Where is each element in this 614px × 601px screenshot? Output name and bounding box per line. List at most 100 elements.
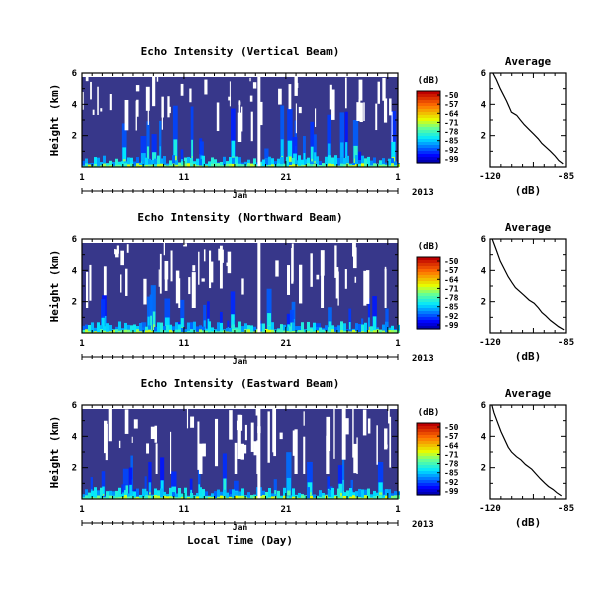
heatmap-plume: [264, 148, 269, 167]
heatmap-surface-cell: [133, 324, 136, 333]
heatmap-gap: [135, 100, 137, 131]
heatmap-surface-cell: [238, 491, 241, 499]
heatmap-surface-cell: [301, 322, 304, 333]
heatmap-surface-cell: [292, 322, 295, 333]
profile-title: Average: [505, 221, 552, 234]
heatmap-gap: [158, 269, 160, 287]
heatmap-plume-core: [340, 142, 344, 167]
y-tick-label: 2: [72, 464, 77, 474]
heatmap-surface-cell: [103, 330, 106, 333]
heatmap-surface-cell: [214, 163, 217, 167]
heatmap-surface-cell: [124, 322, 127, 333]
heatmap-surface-cell: [139, 331, 142, 333]
heatmap-surface-cell: [373, 323, 376, 333]
heatmap-surface-cell: [250, 163, 253, 167]
heatmap-surface-cell: [214, 491, 217, 499]
heatmap-surface-cell: [343, 330, 346, 333]
heatmap-surface-cell: [217, 163, 220, 167]
heatmap-surface-cell: [211, 493, 214, 499]
heatmap-surface-cell: [286, 331, 289, 333]
heatmap-surface-cell: [280, 157, 283, 167]
heatmap-surface-cell: [373, 330, 376, 333]
heatmap-surface-cell: [175, 329, 178, 333]
profile-y-tick-label: 2: [481, 464, 486, 474]
heatmap-surface-cell: [157, 155, 160, 167]
heatmap-surface-cell: [154, 495, 157, 499]
heatmap-surface-cell: [205, 165, 208, 167]
heatmap-surface-cell: [394, 161, 397, 167]
heatmap-surface-cell: [355, 330, 358, 333]
heatmap-surface-cell: [178, 329, 181, 333]
colorbar-cell: [417, 148, 440, 152]
heatmap-gap: [236, 420, 240, 431]
colorbar-cell: [417, 257, 440, 261]
heatmap-surface-cell: [286, 496, 289, 499]
heatmap-surface-cell: [82, 165, 85, 167]
heatmap-surface-cell: [277, 497, 280, 499]
heatmap-surface-cell: [97, 495, 100, 499]
heatmap-gap: [104, 420, 108, 454]
heatmap-surface-cell: [247, 492, 250, 499]
heatmap-surface-cell: [265, 164, 268, 167]
heatmap-plume: [203, 304, 207, 333]
colorbar-cell: [417, 293, 440, 297]
heatmap-surface-cell: [394, 330, 397, 333]
heatmap-gap: [388, 405, 390, 424]
heatmap-surface-cell: [169, 496, 172, 499]
colorbar-tick-label: -57: [444, 432, 459, 441]
heatmap-plume: [146, 121, 150, 167]
heatmap-surface-cell: [265, 329, 268, 333]
heatmap-gap: [190, 416, 195, 428]
profile-x-axis-label: (dB): [515, 516, 542, 529]
heatmap-surface-cell: [241, 164, 244, 167]
colorbar-cell: [417, 489, 440, 493]
heatmap-plume: [327, 476, 331, 499]
heatmap-plume-peak: [150, 326, 152, 333]
heatmap-plume: [149, 294, 153, 333]
heatmap-surface-cell: [154, 158, 157, 167]
heatmap-surface-cell: [205, 496, 208, 499]
heatmap-surface-cell: [247, 329, 250, 333]
colorbar-tick-label: -57: [444, 266, 459, 275]
heatmap-surface-cell: [337, 497, 340, 499]
heatmap-surface-cell: [220, 330, 223, 333]
heatmap-surface-cell: [145, 495, 148, 499]
month-label: Jan: [233, 523, 248, 532]
heatmap-plume: [189, 478, 193, 499]
x-tick-label: 1: [79, 173, 84, 183]
colorbar-cell: [417, 121, 440, 125]
profile-y-tick-label: 4: [481, 100, 487, 110]
month-label: Jan: [233, 191, 248, 200]
heatmap-plume-core: [338, 483, 344, 499]
heatmap-plume: [352, 120, 359, 167]
heatmap-gap: [316, 274, 320, 280]
heatmap-gap: [82, 73, 398, 77]
colorbar-label: (dB): [418, 242, 440, 252]
heatmap-gap: [275, 260, 279, 277]
heatmap-gap: [243, 444, 247, 454]
heatmap-surface-cell: [184, 157, 187, 167]
heatmap-gap: [89, 264, 92, 301]
heatmap-surface-cell: [124, 490, 127, 499]
profile-y-tick-label: 6: [481, 401, 486, 411]
heatmap-surface-cell: [295, 326, 298, 333]
heatmap-gap: [210, 261, 214, 283]
heatmap-surface-cell: [244, 323, 247, 333]
heatmap-surface-cell: [148, 164, 151, 167]
profile-y-tick-label: 4: [481, 432, 487, 442]
heatmap-surface-cell: [316, 156, 319, 167]
heatmap-surface-cell: [313, 331, 316, 333]
heatmap-plume: [230, 291, 236, 333]
heatmap-surface-cell: [382, 330, 385, 333]
heatmap-surface-cell: [124, 163, 127, 167]
heatmap-surface-cell: [325, 325, 328, 333]
heatmap-surface-cell: [130, 491, 133, 499]
colorbar-cell: [417, 290, 440, 294]
heatmap-surface-cell: [136, 163, 139, 167]
heatmap-surface-cell: [328, 155, 331, 167]
heatmap-surface-cell: [187, 330, 190, 333]
heatmap-surface-cell: [313, 497, 316, 499]
heatmap-plume-core: [146, 146, 150, 167]
colorbar-cell: [417, 423, 440, 427]
heatmap-surface-cell: [364, 495, 367, 499]
